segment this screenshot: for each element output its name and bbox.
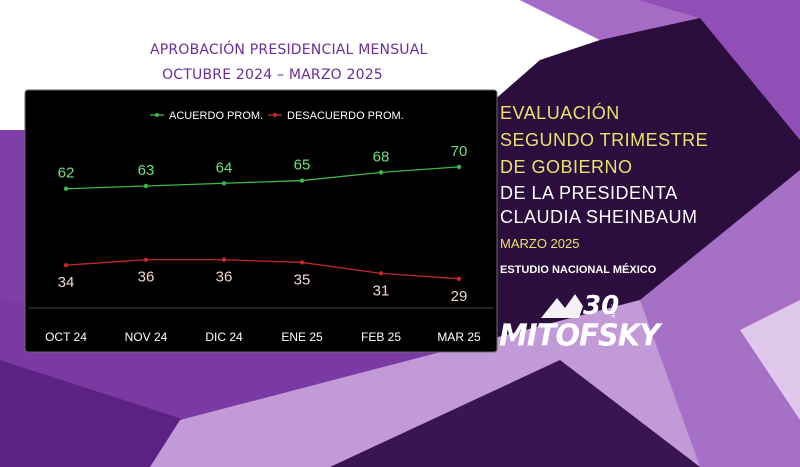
data-label: 31	[373, 282, 390, 299]
badge-number: 30	[583, 291, 619, 321]
headline-de-gobierno: DE GOBIERNO	[500, 157, 633, 177]
chart-panel	[24, 89, 498, 353]
data-point	[63, 262, 69, 268]
data-label: 36	[216, 269, 233, 286]
badge-word: años	[610, 304, 617, 318]
x-tick-label: MAR 25	[437, 330, 481, 344]
chart-title: APROBACIÓN PRESIDENCIAL MENSUAL	[150, 42, 428, 58]
chart-legend: ACUERDO PROM. DESACUERDO PROM.	[150, 110, 404, 122]
headline-date: MARZO 2025	[500, 236, 580, 251]
x-tick-label: FEB 25	[361, 330, 401, 344]
chart-subtitle: OCTUBRE 2024 – MARZO 2025	[162, 67, 383, 83]
mitofsky-logo: MITOFSKY	[499, 317, 660, 353]
headline-de-la-presidenta: DE LA PRESIDENTA	[500, 183, 678, 203]
data-label: 36	[138, 269, 155, 286]
legend-label: ACUERDO PROM.	[169, 110, 263, 122]
data-label: 68	[373, 148, 390, 165]
data-point	[299, 178, 305, 183]
data-point	[221, 181, 227, 186]
data-point	[143, 183, 149, 189]
legend-marker	[155, 113, 159, 117]
series-lines: 62 63 64 65 68 70 34 36 36 35 31 29	[58, 143, 468, 305]
data-label: 65	[294, 157, 311, 174]
legend-marker	[273, 113, 277, 117]
x-tick-labels: OCT 24 NOV 24 DIC 24 ENE 25 FEB 25 MAR 25	[45, 330, 481, 344]
data-label: 64	[216, 159, 233, 176]
x-tick-label: OCT 24	[45, 330, 87, 344]
series-line-1	[65, 166, 460, 190]
data-point	[143, 257, 149, 262]
mitofsky-30-badge: 30 años	[541, 291, 619, 321]
data-label: 29	[451, 288, 468, 305]
data-point	[378, 271, 384, 276]
data-point	[221, 257, 227, 262]
data-label: 62	[58, 165, 75, 182]
data-point	[456, 276, 462, 282]
data-label: 35	[294, 271, 311, 288]
data-label: 63	[138, 162, 155, 179]
data-point	[378, 170, 384, 175]
headline-claudia-sheinbaum: CLAUDIA SHEINBAUM	[500, 207, 698, 227]
x-tick-label: NOV 24	[125, 330, 168, 344]
headline-study: ESTUDIO NACIONAL MÉXICO	[500, 264, 657, 276]
data-point	[299, 260, 305, 265]
legend-label: DESACUERDO PROM.	[287, 110, 404, 122]
series-line-2	[65, 259, 460, 280]
data-label: 34	[58, 274, 75, 291]
headline-segundo-trimestre: SEGUNDO TRIMESTRE	[500, 130, 709, 150]
headline-evaluacion: EVALUACIÓN	[500, 103, 620, 123]
data-point	[456, 164, 462, 170]
x-tick-label: ENE 25	[281, 330, 323, 344]
data-label: 70	[451, 143, 468, 160]
data-point	[63, 186, 69, 191]
x-tick-label: DIC 24	[205, 330, 243, 344]
